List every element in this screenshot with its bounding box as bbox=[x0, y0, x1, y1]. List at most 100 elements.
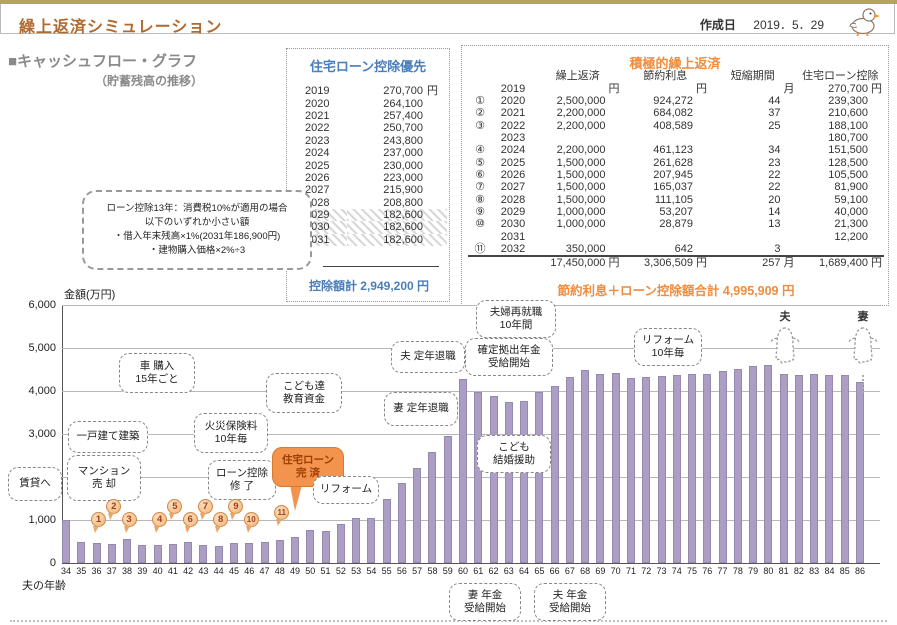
x-tick-label: 37 bbox=[106, 566, 117, 576]
prepayment-row: ⑪ 2032 350,000 642 3 bbox=[474, 242, 781, 255]
savings-bar-age-57 bbox=[413, 468, 422, 563]
creation-date-value: 2019．5．29 bbox=[753, 18, 824, 32]
prepayment-row: ⑩ 2030 1,000,000 28,879 13 21,300 bbox=[475, 218, 868, 231]
savings-bar-age-59 bbox=[443, 436, 452, 563]
section-subtitle: （貯蓄残高の推移） bbox=[95, 74, 204, 88]
savings-bar-age-71 bbox=[626, 378, 635, 563]
savings-bar-age-43 bbox=[199, 545, 208, 563]
y-tick-label: 6,000 bbox=[28, 299, 56, 311]
report-title: 繰上返済シミュレーション bbox=[19, 19, 223, 36]
savings-bar-age-54 bbox=[367, 517, 376, 563]
savings-bar-age-81 bbox=[779, 373, 788, 563]
y-tick-label: 5,000 bbox=[28, 342, 56, 354]
prepayment-row: ③ 2022 2,200,000 408,589 25 188,100 bbox=[475, 119, 868, 132]
gridline bbox=[62, 391, 880, 392]
savings-bar-age-41 bbox=[168, 543, 177, 563]
prepayment-row: ⑦ 2027 1,500,000 165,037 22 81,900 bbox=[475, 181, 868, 194]
prepayment-marker-11: 11 bbox=[274, 504, 290, 526]
deduction-row: 2031 182,600 bbox=[301, 233, 447, 247]
x-tick-label: 52 bbox=[335, 566, 346, 576]
savings-bar-age-86 bbox=[856, 381, 864, 563]
life-marker-husband-label: 夫 bbox=[779, 311, 791, 323]
x-tick-label: 43 bbox=[198, 566, 209, 576]
savings-bar-age-36 bbox=[92, 543, 101, 563]
savings-bar-age-74 bbox=[672, 374, 681, 563]
x-tick-label: 75 bbox=[687, 566, 698, 576]
loan-deduction-note: ローン控除13年：消費税10%が適用の場合 以下のいずれか小さい額 ・借入年末残… bbox=[82, 190, 312, 270]
x-tick-label: 35 bbox=[76, 566, 87, 576]
prepayment-marker-8: 8 bbox=[213, 511, 229, 533]
gridline bbox=[62, 305, 880, 306]
life-marker-wife-label: 妻 bbox=[857, 311, 869, 323]
x-tick-label: 72 bbox=[641, 566, 652, 576]
savings-bar-age-52 bbox=[336, 524, 345, 563]
x-axis-title: 夫の年齢 bbox=[22, 580, 66, 592]
prepayment-marker-1: 1 bbox=[91, 511, 107, 533]
savings-bar-age-48 bbox=[275, 540, 284, 563]
x-tick-label: 56 bbox=[396, 566, 407, 576]
life-marker-husband-stem bbox=[784, 375, 786, 393]
annotation-reform-10y: リフォーム 10年毎 bbox=[634, 328, 702, 366]
x-tick-label: 83 bbox=[809, 566, 820, 576]
savings-bar-age-80 bbox=[764, 364, 773, 563]
savings-bar-age-50 bbox=[306, 530, 315, 563]
annotation-dc-pension: 確定拠出年金 受給開始 bbox=[465, 338, 553, 376]
prepayment-marker-10: 10 bbox=[243, 511, 259, 533]
savings-bar-age-61 bbox=[474, 392, 483, 563]
prepayment-marker-9: 9 bbox=[228, 498, 244, 520]
savings-bar-age-76 bbox=[703, 373, 712, 563]
savings-bar-age-40 bbox=[153, 544, 162, 563]
gridline bbox=[62, 477, 880, 478]
creation-date-label: 作成日 bbox=[699, 18, 736, 32]
creation-date: 作成日 2019．5．29 bbox=[700, 16, 824, 33]
savings-bar-age-84 bbox=[825, 375, 834, 563]
x-tick-label: 64 bbox=[519, 566, 530, 576]
deduction-row: 2029 182,600 bbox=[301, 208, 447, 222]
savings-bar-age-73 bbox=[657, 375, 666, 563]
savings-bar-age-55 bbox=[382, 498, 391, 563]
savings-bar-age-85 bbox=[840, 374, 849, 563]
y-axis-title: 金額(万円) bbox=[64, 289, 116, 301]
prepayment-marker-3: 3 bbox=[121, 511, 137, 533]
prepayment-row: ⑥ 2026 1,500,000 207,945 22 105,500 bbox=[475, 168, 868, 181]
duck-mascot-icon bbox=[846, 6, 880, 41]
prepayment-row: ⑨ 2029 1,000,000 53,207 14 40,000 bbox=[475, 205, 868, 218]
y-tick-label: 1,000 bbox=[28, 514, 56, 526]
x-tick-label: 45 bbox=[228, 566, 239, 576]
gridline bbox=[62, 520, 880, 521]
prepayment-marker-4: 4 bbox=[152, 511, 168, 533]
prepayment-marker-7: 7 bbox=[197, 498, 213, 520]
deduction-row: 2020 264,100 bbox=[305, 97, 423, 110]
x-tick-label: 82 bbox=[793, 566, 804, 576]
y-tick-label: 3,000 bbox=[28, 428, 56, 440]
page-cutoff-line bbox=[10, 620, 887, 622]
x-tick-label: 48 bbox=[274, 566, 285, 576]
annotation-wife-pension: 妻 年金 受給開始 bbox=[449, 583, 521, 621]
deduction-total-rule bbox=[323, 266, 439, 267]
x-tick-label: 57 bbox=[412, 566, 423, 576]
prepayment-grand-total: 節約利息＋ローン控除額合計 4,995,909 円 bbox=[557, 284, 795, 298]
annotation-car-purchase: 車 購入 15年ごと bbox=[119, 353, 195, 393]
savings-bar-age-72 bbox=[642, 376, 651, 563]
x-tick-label: 85 bbox=[839, 566, 850, 576]
savings-bar-age-69 bbox=[596, 373, 605, 563]
prepayment-row: 2031 12,200 bbox=[500, 230, 868, 243]
savings-bar-age-35 bbox=[77, 541, 86, 563]
annotation-education-fund: こども達 教育資金 bbox=[266, 373, 342, 413]
savings-bar-age-83 bbox=[810, 374, 819, 563]
annotation-rental: 賃貸へ bbox=[8, 467, 62, 501]
x-tick-label: 39 bbox=[137, 566, 148, 576]
x-tick-label: 42 bbox=[183, 566, 194, 576]
x-tick-label: 79 bbox=[748, 566, 759, 576]
savings-bar-age-82 bbox=[794, 374, 803, 563]
deduction-row: 2028 208,800 bbox=[305, 196, 423, 209]
x-tick-label: 46 bbox=[244, 566, 255, 576]
x-tick-label: 65 bbox=[534, 566, 545, 576]
annotation-husband-retire: 夫 定年退職 bbox=[391, 341, 465, 373]
savings-bar-age-58 bbox=[428, 452, 437, 563]
prepayment-row: 2023 180,700 bbox=[500, 131, 868, 144]
top-accent-strip bbox=[0, 0, 897, 4]
savings-bar-age-77 bbox=[718, 370, 727, 563]
x-tick-label: 81 bbox=[778, 566, 789, 576]
